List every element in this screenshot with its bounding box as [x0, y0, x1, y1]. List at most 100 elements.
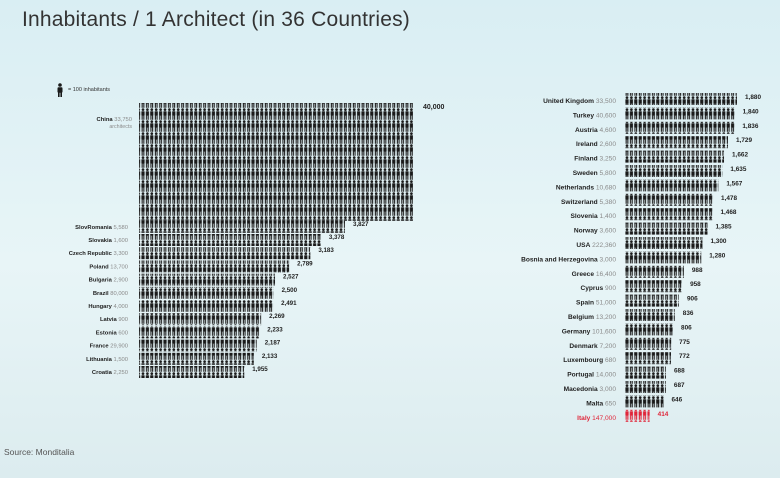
value-label-united-kingdom: 1,880 — [745, 94, 761, 101]
bar-germany — [625, 323, 674, 336]
country-label-china: China 33,750 — [97, 117, 132, 123]
bar-turkey — [625, 107, 735, 120]
country-label-turkey: Turkey 40,600 — [573, 112, 616, 119]
country-label-bosnia-and-herzegovina: Bosnia and Herzegovina 3,000 — [521, 256, 616, 263]
bar-slovenia — [625, 208, 713, 221]
country-label-slovakia: Slovakia 1,600 — [88, 238, 128, 244]
country-label-brazil: Brazil 80,000 — [93, 291, 128, 297]
country-label-malta: Malta 650 — [586, 400, 616, 407]
bar-brazil — [139, 286, 274, 299]
country-label-lithuania: Lithuania 1,500 — [86, 357, 128, 363]
value-label-italy: 414 — [658, 411, 669, 418]
person-icon — [57, 83, 63, 97]
bar-lithuania — [139, 352, 254, 365]
country-label-hungary: Hungary 4,000 — [88, 304, 128, 310]
bar-slovakia — [139, 234, 321, 246]
country-label-latvia: Latvia 900 — [100, 317, 128, 323]
value-label-poland: 2,789 — [297, 260, 313, 267]
value-label-bosnia-and-herzegovina: 1,280 — [709, 252, 725, 259]
value-label-slovakia: 3,378 — [329, 234, 345, 241]
value-label-belgium: 836 — [683, 310, 694, 317]
bar-poland — [139, 260, 290, 273]
value-label-turkey: 1,840 — [743, 108, 759, 115]
bar-belgium — [625, 309, 675, 321]
value-label-slovromania: 3,827 — [353, 221, 369, 228]
source-note: Source: Monditalia — [4, 447, 75, 457]
value-label-estonia: 2,233 — [267, 326, 283, 333]
bar-austria — [625, 121, 735, 134]
value-label-france: 2,187 — [265, 340, 281, 347]
country-label-usa: USA 222,360 — [576, 242, 616, 249]
bar-malta — [625, 395, 664, 408]
value-label-finland: 1,662 — [732, 152, 748, 159]
bar-greece — [625, 265, 684, 278]
bar-czech-republic — [139, 247, 311, 260]
value-label-croatia: 1,955 — [252, 366, 268, 373]
country-label-finland: Finland 3,250 — [574, 156, 616, 163]
country-label-spain: Spain 51,000 — [576, 300, 616, 307]
bar-cyprus — [625, 280, 683, 293]
bar-bosnia-and-herzegovina — [625, 251, 702, 264]
country-label-greece: Greece 16,400 — [572, 271, 617, 278]
value-label-lithuania: 2,133 — [262, 353, 278, 360]
right-column: United Kingdom 33,500 1,880 Turkey 40,600 1… — [521, 93, 761, 422]
bar-switzerland — [625, 193, 714, 206]
bar-norway — [625, 222, 708, 235]
value-label-ireland: 1,729 — [736, 137, 752, 144]
bar-netherlands — [625, 179, 719, 192]
legend-label: = 100 inhabitants — [68, 87, 111, 93]
country-label-macedonia: Macedonia 3,000 — [564, 386, 617, 393]
country-label-croatia: Croatia 2,250 — [92, 370, 128, 376]
bar-sweden — [625, 165, 723, 177]
bar-latvia — [139, 313, 262, 326]
bar-bulgaria — [139, 273, 276, 286]
country-label-czech-republic: Czech Republic 3,300 — [69, 251, 128, 257]
bar-ireland — [625, 136, 729, 149]
country-label-sweden: Sweden 5,800 — [573, 170, 617, 177]
bar-italy — [625, 409, 650, 422]
country-label-luxembourg: Luxembourg 680 — [563, 357, 616, 364]
value-label-netherlands: 1,567 — [726, 180, 742, 187]
value-label-norway: 1,385 — [716, 224, 732, 231]
bar-hungary — [139, 300, 274, 312]
value-label-portugal: 688 — [674, 368, 685, 375]
value-label-bulgaria: 2,527 — [283, 274, 299, 281]
country-label-belgium: Belgium 13,200 — [568, 314, 616, 321]
value-label-luxembourg: 772 — [679, 353, 690, 360]
value-label-austria: 1,836 — [742, 123, 758, 130]
bar-luxembourg — [625, 352, 671, 365]
value-label-greece: 988 — [692, 267, 703, 274]
value-label-brazil: 2,500 — [282, 287, 298, 294]
country-label-germany: Germany 101,600 — [562, 328, 617, 335]
bar-united-kingdom — [625, 93, 737, 105]
value-label-usa: 1,300 — [710, 238, 726, 245]
bar-finland — [625, 150, 725, 163]
value-label-macedonia: 687 — [674, 382, 685, 389]
value-label-cyprus: 958 — [690, 281, 701, 288]
country-label-estonia: Estonia 600 — [96, 330, 128, 336]
country-label-cyprus: Cyprus 900 — [580, 285, 616, 292]
country-label-france: France 29,900 — [90, 344, 128, 350]
legend: = 100 inhabitants — [56, 83, 110, 97]
country-label-norway: Norway 3,600 — [574, 228, 616, 235]
bar-portugal — [625, 366, 666, 379]
value-label-malta: 646 — [671, 396, 682, 403]
country-label-switzerland: Switzerland 5,380 — [561, 199, 616, 206]
country-label-poland: Poland 13,700 — [89, 264, 128, 270]
bar-slovromania — [139, 220, 345, 233]
value-label-switzerland: 1,478 — [721, 195, 737, 202]
country-label-slovromania: SlovRomania 5,580 — [75, 225, 128, 231]
bar-spain — [625, 294, 679, 307]
country-label-united-kingdom: United Kingdom 33,500 — [543, 98, 616, 105]
country-label-netherlands: Netherlands 10,680 — [556, 184, 616, 191]
country-label-slovenia: Slovenia 1,400 — [571, 213, 617, 220]
country-label-ireland: Ireland 2,600 — [576, 141, 616, 148]
country-label-austria: Austria 4,600 — [575, 127, 616, 134]
value-label-denmark: 775 — [679, 339, 690, 346]
value-label-hungary: 2,491 — [281, 300, 297, 307]
value-label-slovenia: 1,468 — [720, 209, 736, 216]
bar-denmark — [625, 337, 672, 350]
country-label-denmark: Denmark 7,200 — [569, 343, 616, 350]
